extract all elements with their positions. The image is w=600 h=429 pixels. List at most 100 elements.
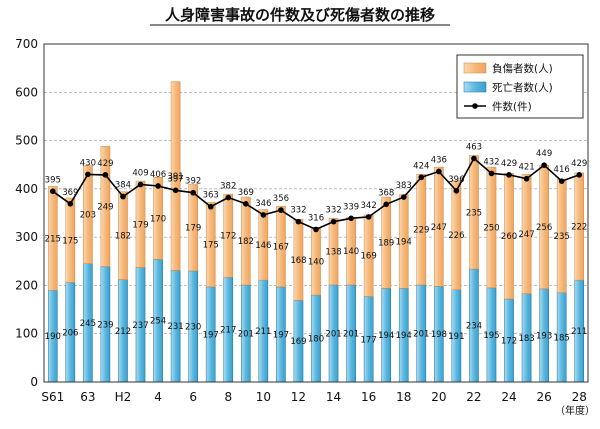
label-deaths: 197: [273, 330, 289, 340]
marker-cases: [330, 218, 337, 225]
label-cases: 430: [80, 158, 96, 168]
label-injured: 167: [273, 243, 289, 253]
x-tick-label: 22: [466, 390, 481, 404]
marker-cases: [400, 194, 407, 200]
label-cases: 397: [167, 174, 183, 184]
label-cases: 383: [396, 181, 412, 191]
y-tick-label: 500: [15, 134, 38, 148]
x-tick-label: 28: [572, 390, 587, 404]
x-unit-label: （年度）: [555, 404, 595, 417]
label-injured: 260: [501, 232, 517, 242]
label-cases: 342: [361, 201, 377, 211]
bar-injured: [469, 155, 479, 270]
label-deaths: 191: [448, 332, 464, 342]
marker-cases: [102, 172, 109, 178]
marker-cases: [453, 187, 460, 194]
label-injured: 138: [325, 248, 341, 258]
marker-cases: [67, 201, 74, 207]
y-axis-ticks: 0 100 200 300 400 500 600 700: [15, 37, 38, 389]
label-deaths: 169: [290, 337, 306, 347]
marker-cases: [155, 183, 161, 189]
label-injured: 226: [448, 231, 464, 241]
y-tick-label: 100: [15, 327, 38, 341]
bar-injured: [47, 186, 58, 291]
marker-cases: [365, 214, 372, 220]
marker-cases: [207, 203, 214, 210]
x-tick-label: 63: [80, 390, 95, 404]
label-deaths: 194: [378, 331, 394, 341]
label-cases: 463: [466, 142, 482, 152]
legend-marker-line: [472, 103, 478, 109]
label-cases: 368: [378, 188, 394, 198]
y-tick-label: 700: [15, 37, 38, 51]
label-injured: 215: [45, 234, 61, 244]
marker-cases: [137, 181, 144, 188]
marker-cases: [576, 172, 583, 178]
label-cases: 429: [571, 159, 587, 169]
x-tick-label: 10: [256, 390, 271, 404]
label-cases: 332: [325, 206, 341, 216]
label-injured: 172: [220, 232, 236, 242]
y-tick-label: 0: [30, 375, 38, 389]
label-cases: 406: [150, 170, 166, 180]
marker-cases: [558, 178, 565, 184]
label-deaths: 206: [62, 328, 78, 338]
label-injured: 168: [290, 256, 306, 266]
label-deaths: 217: [220, 326, 236, 336]
label-injured: 140: [343, 247, 359, 257]
marker-cases: [313, 226, 319, 233]
marker-cases: [436, 168, 442, 175]
plot-frame: [43, 43, 589, 383]
x-tick-label: 16: [361, 390, 376, 404]
bar-injured: [486, 166, 497, 289]
label-deaths: 172: [501, 336, 517, 346]
bar-injured: [65, 197, 76, 283]
x-tick-label: 18: [396, 390, 411, 404]
label-cases: 356: [273, 194, 289, 204]
label-deaths: 211: [571, 327, 587, 337]
label-cases: 436: [431, 155, 447, 165]
label-injured: 169: [361, 252, 377, 262]
legend-label-injured: 負傷者数(人): [492, 62, 553, 75]
marker-cases: [418, 174, 425, 181]
label-deaths: 201: [343, 329, 359, 339]
label-deaths: 180: [308, 335, 324, 345]
x-tick-label: 6: [189, 390, 197, 404]
label-injured: 179: [132, 220, 148, 230]
bar-injured: [118, 191, 128, 280]
label-injured: 175: [203, 241, 219, 251]
label-injured: 194: [396, 237, 412, 247]
label-cases: 396: [448, 175, 464, 185]
x-tick-label: 14: [326, 390, 341, 404]
label-injured: 170: [150, 214, 166, 224]
label-cases: 369: [238, 188, 254, 198]
label-injured: 203: [80, 211, 96, 221]
label-cases: 409: [132, 169, 148, 179]
marker-cases: [488, 170, 495, 177]
x-tick-label: 24: [501, 390, 516, 404]
bar-injured: [416, 174, 427, 286]
marker-cases: [225, 194, 232, 201]
label-deaths: 197: [203, 330, 219, 340]
label-cases: 382: [220, 182, 236, 192]
bar-injured: [170, 81, 181, 271]
label-deaths: 177: [361, 335, 377, 345]
label-deaths: 239: [97, 320, 113, 330]
x-tick-label: H2: [115, 390, 132, 404]
bars: [47, 81, 585, 383]
x-tick-label: 20: [431, 390, 446, 404]
bar-labels: 190 215 206 175 245 203 239 249 212 182 237 179 254 1…: [45, 172, 588, 347]
label-deaths: 195: [483, 331, 499, 341]
label-injured: 235: [554, 232, 570, 242]
marker-cases: [295, 218, 302, 225]
label-deaths: 194: [396, 331, 412, 341]
label-cases: 346: [255, 199, 271, 209]
label-injured: 235: [466, 208, 482, 218]
x-tick-label: 8: [224, 390, 232, 404]
label-injured: 146: [255, 241, 271, 251]
label-deaths: 245: [80, 319, 96, 329]
label-cases: 429: [97, 159, 113, 169]
label-deaths: 254: [150, 317, 166, 327]
